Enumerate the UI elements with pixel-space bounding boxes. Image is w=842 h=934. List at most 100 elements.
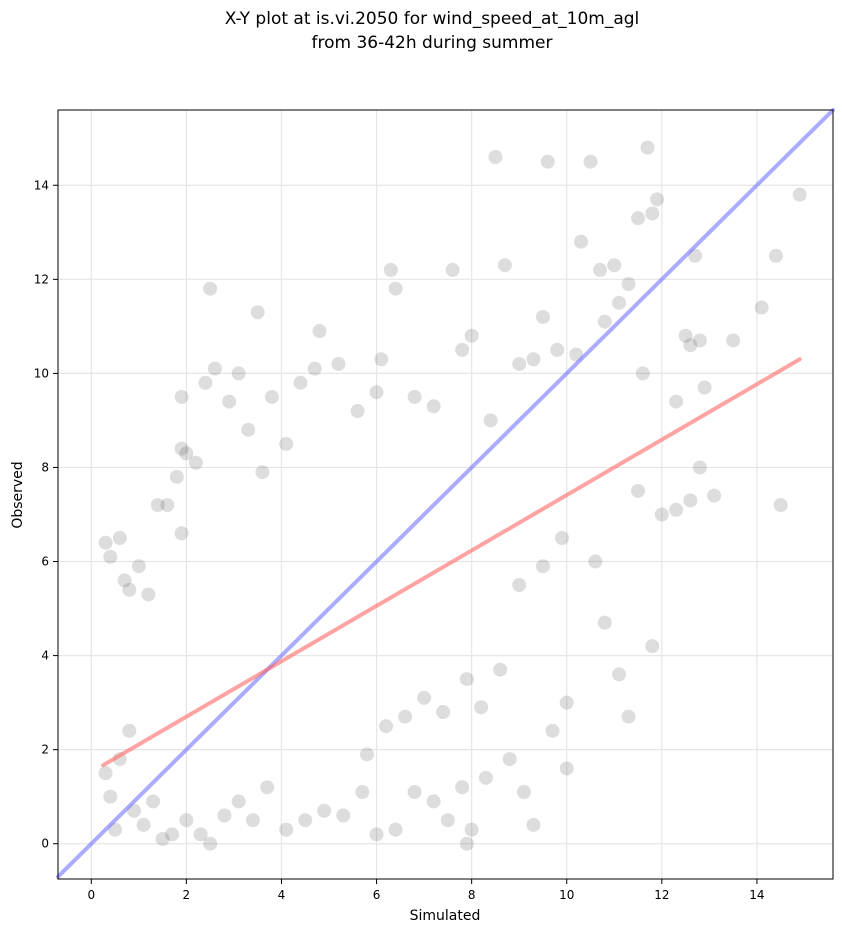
scatter-point xyxy=(103,549,118,564)
scatter-point xyxy=(264,389,279,404)
scatter-point xyxy=(631,483,646,498)
regression-line xyxy=(101,357,802,768)
y-tick-label: 6 xyxy=(41,555,49,569)
scatter-point xyxy=(621,709,636,724)
scatter-point xyxy=(193,827,208,842)
y-tick-label: 4 xyxy=(41,649,49,663)
scatter-point xyxy=(516,784,531,799)
scatter-point xyxy=(222,394,237,409)
scatter-point xyxy=(179,446,194,461)
scatter-point xyxy=(645,206,660,221)
scatter-point xyxy=(654,507,669,522)
scatter-point xyxy=(588,554,603,569)
scatter-point xyxy=(141,587,156,602)
scatter-point xyxy=(692,460,707,475)
scatter-point xyxy=(554,531,569,546)
x-tick-label: 8 xyxy=(468,888,476,902)
scatter-point xyxy=(117,573,132,588)
scatter-point xyxy=(174,389,189,404)
scatter-point xyxy=(445,262,460,277)
x-tick-label: 0 xyxy=(87,888,95,902)
y-tick-label: 0 xyxy=(41,837,49,851)
scatter-point xyxy=(293,375,308,390)
x-axis-label: Simulated xyxy=(410,908,481,924)
scatter-point xyxy=(607,258,622,273)
scatter-point xyxy=(574,234,589,249)
scatter-point xyxy=(612,667,627,682)
scatter-point xyxy=(631,211,646,226)
scatter-point xyxy=(203,836,218,851)
scatter-point xyxy=(331,356,346,371)
chart-title: X-Y plot at is.vi.2050 for wind_speed_at… xyxy=(225,9,640,53)
scatter-point xyxy=(336,808,351,823)
x-tick-label: 12 xyxy=(654,888,669,902)
scatter-point xyxy=(683,338,698,353)
scatter-point xyxy=(165,827,180,842)
scatter-point xyxy=(150,498,165,513)
y-tick-label: 8 xyxy=(41,460,49,474)
plot-frame xyxy=(57,109,834,880)
scatter-point xyxy=(426,794,441,809)
scatter-point xyxy=(279,822,294,837)
scatter-point xyxy=(369,385,384,400)
scatter-point xyxy=(188,455,203,470)
scatter-point xyxy=(398,709,413,724)
scatter-point xyxy=(174,441,189,456)
scatter-point xyxy=(307,361,322,376)
scatter-point xyxy=(312,324,327,339)
scatter-point xyxy=(792,187,807,202)
scatter-point xyxy=(350,404,365,419)
scatter-point xyxy=(241,422,256,437)
scatter-point xyxy=(388,281,403,296)
scatter-point xyxy=(502,752,517,767)
scatter-point xyxy=(535,309,550,324)
scatter-point xyxy=(169,469,184,484)
scatter-point xyxy=(512,578,527,593)
scatter-point xyxy=(245,813,260,828)
scatter-points xyxy=(98,140,807,851)
scatter-point xyxy=(707,488,722,503)
scatter-point xyxy=(754,300,769,315)
scatter-point xyxy=(146,794,161,809)
scatter-point xyxy=(407,389,422,404)
scatter-point xyxy=(545,723,560,738)
scatter-point xyxy=(540,154,555,169)
scatter-point xyxy=(512,356,527,371)
scatter-point xyxy=(122,723,137,738)
scatter-point xyxy=(250,305,265,320)
scatter-point xyxy=(635,366,650,381)
scatter-point xyxy=(360,747,375,762)
scatter-point xyxy=(678,328,693,343)
scatter-point xyxy=(474,700,489,715)
scatter-point xyxy=(231,794,246,809)
scatter-point xyxy=(464,822,479,837)
scatter-point xyxy=(621,277,636,292)
scatter-point xyxy=(559,761,574,776)
scatter-point xyxy=(683,493,698,508)
scatter-point xyxy=(478,770,493,785)
fit-lines xyxy=(56,108,835,879)
scatter-point xyxy=(650,192,665,207)
scatter-point xyxy=(231,366,246,381)
scatter-point xyxy=(559,695,574,710)
scatter-point xyxy=(459,836,474,851)
scatter-point xyxy=(374,352,389,367)
title-line-2: from 36-42h during summer xyxy=(312,33,553,53)
scatter-point xyxy=(488,150,503,165)
scatter-point xyxy=(388,822,403,837)
scatter-point xyxy=(198,375,213,390)
scatter-point xyxy=(407,784,422,799)
scatter-point xyxy=(379,719,394,734)
scatter-point xyxy=(260,780,275,795)
scatter-point xyxy=(98,535,113,550)
x-tick-label: 10 xyxy=(559,888,574,902)
scatter-point xyxy=(526,817,541,832)
scatter-point xyxy=(645,639,660,654)
y-axis-label: Observed xyxy=(10,461,26,528)
scatter-point xyxy=(697,380,712,395)
y-tick-label: 10 xyxy=(34,366,49,380)
scatter-point xyxy=(497,258,512,273)
scatter-point xyxy=(436,705,451,720)
scatter-point xyxy=(773,498,788,513)
